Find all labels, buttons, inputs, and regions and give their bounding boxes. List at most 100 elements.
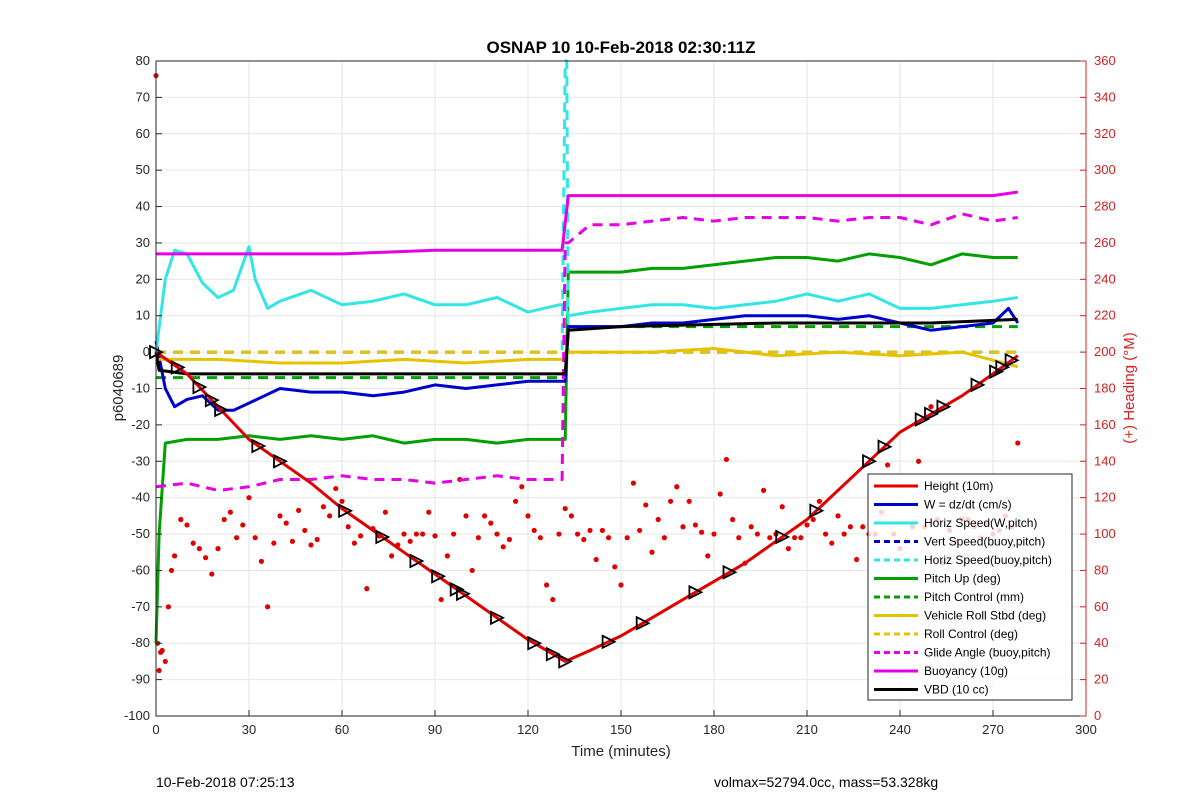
height-marker [527,635,543,651]
y2-tick-label: 80 [1094,562,1108,577]
heading-point [736,535,742,541]
heading-point [537,535,544,541]
footer-timestamp: 10-Feb-2018 07:25:13 [156,774,295,790]
height-marker [273,453,289,469]
height-marker [455,586,471,602]
y2-tick-label: 220 [1094,308,1116,323]
height-marker [558,653,574,669]
height-marker [192,379,208,395]
y2-tick-label: 260 [1094,235,1116,250]
heading-point [432,533,438,539]
y-tick-label: -90 [131,672,150,687]
height-marker [970,377,986,393]
heading-point [345,524,351,530]
heading-point [159,647,165,654]
heading-point [327,513,333,519]
series-line [154,306,1020,412]
heading-point [389,553,395,559]
y-tick-label: 0 [143,344,150,359]
y2-tick-label: 160 [1094,417,1116,432]
x-tick-label: 150 [610,722,632,737]
heading-point [382,509,388,515]
legend-label: W = dz/dt (cm/s) [924,498,1012,512]
x-tick-label: 30 [242,722,256,737]
height-marker [1004,352,1020,368]
heading-point [593,556,599,563]
series-line [154,317,1018,376]
x-tick-label: 180 [703,722,725,737]
heading-point [302,527,308,534]
y-axis-label: p6040689 [110,355,127,422]
height-marker [409,553,425,569]
x-tick-label: 300 [1075,722,1097,737]
heading-point [488,520,494,526]
y2-tick-label: 300 [1094,162,1116,177]
y-tick-label: 60 [136,126,150,141]
heading-point [162,658,168,665]
heading-point [407,538,413,544]
heading-point [500,544,506,550]
heading-point [469,567,475,574]
y2-tick-label: 320 [1094,126,1116,141]
heading-point [779,504,785,510]
heading-point [637,527,643,534]
y2-tick-label: 180 [1094,381,1116,396]
x-axis-label: Time (minutes) [571,743,670,760]
heading-point [717,491,723,497]
heading-point [413,531,419,537]
heading-point [581,536,587,543]
heading-point [203,555,209,561]
y-tick-label: -60 [131,562,150,577]
heading-point [916,458,922,464]
legend-label: VBD (10 cc) [924,683,989,697]
heading-point [885,462,891,468]
heading-point [401,531,407,537]
heading-point [668,498,674,504]
heading-point [674,484,680,490]
heading-point [172,553,178,559]
legend-label: Horiz Speed(W,pitch) [924,516,1037,530]
y-tick-label: -20 [131,417,150,432]
heading-point [692,522,699,528]
y-tick-label: -100 [124,708,150,723]
y2-tick-label: 60 [1094,599,1108,614]
y-tick-label: 20 [136,271,150,286]
heading-point [723,456,730,463]
height-marker [251,438,267,454]
heading-point [296,507,302,514]
heading-point [351,540,357,546]
heading-point [792,535,798,541]
heading-point [196,546,202,552]
y-tick-label: 50 [136,162,150,177]
heading-point [748,524,754,530]
heading-point [761,487,767,493]
heading-point [854,556,860,563]
height-marker [490,610,506,626]
heading-point [562,505,568,512]
heading-point [643,502,649,508]
height-marker [924,406,940,422]
heading-point [320,504,326,510]
heading-point [289,538,295,544]
heading-point [513,498,519,504]
series-line [154,245,1019,353]
heading-point [308,542,314,548]
heading-point [519,484,525,490]
heading-point [841,531,847,537]
heading-point [686,498,692,504]
heading-point [506,536,512,543]
heading-point [556,531,562,537]
heading-point [785,546,792,552]
heading-point [240,522,246,528]
heading-point [209,571,215,577]
height-marker [170,359,186,375]
heading-point [364,586,370,592]
heading-point [234,535,240,541]
heading-point [618,582,624,588]
heading-point [730,516,736,523]
y2-tick-label: 340 [1094,89,1116,104]
height-marker [877,439,893,455]
x-tick-label: 60 [335,722,349,737]
heading-point [599,527,606,534]
